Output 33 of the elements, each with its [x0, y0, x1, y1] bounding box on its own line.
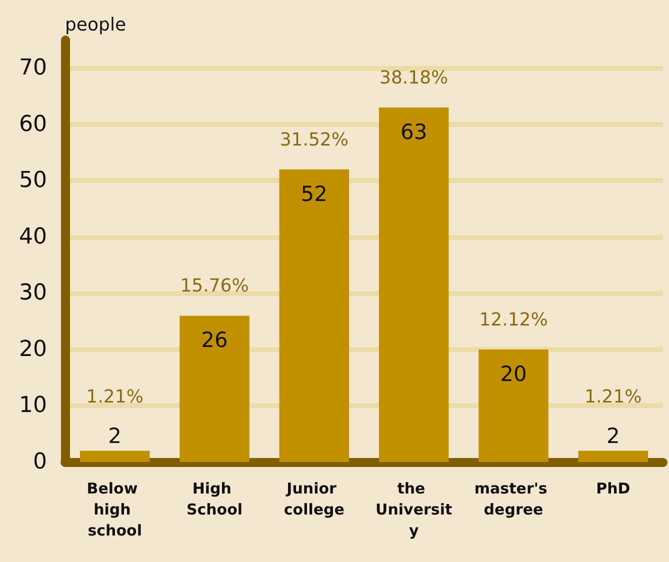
annotation: 38.18% [380, 68, 448, 89]
x-tick-label: PhD [596, 480, 630, 498]
bar [478, 349, 548, 462]
y-tick-label: 70 [19, 56, 47, 81]
data-label: 2 [606, 424, 620, 448]
x-tick-label: Below high school [86, 480, 143, 540]
x-tick-label: High School [186, 480, 243, 518]
data-label: 52 [300, 182, 328, 206]
annotation: 31.52% [280, 129, 348, 150]
y-tick-label: 20 [19, 336, 47, 362]
data-label: 63 [400, 120, 428, 144]
bar [80, 450, 150, 462]
data-label: 26 [201, 328, 228, 352]
y-tick-label: 60 [19, 112, 47, 137]
annotation: 1.21% [584, 386, 642, 408]
x-tick-label: the University [376, 480, 452, 540]
y-tick-label: 40 [19, 224, 47, 250]
bar [279, 169, 350, 462]
y-tick-label: 50 [19, 168, 47, 194]
annotation: 15.76% [180, 276, 249, 297]
y-tick-label: 10 [19, 393, 47, 418]
x-tick-label: Junior college [284, 480, 344, 518]
bar [578, 450, 648, 462]
bar [378, 108, 449, 462]
y-tick-label: 0 [33, 450, 47, 474]
y-tick-label: 30 [19, 280, 47, 306]
bar [180, 316, 250, 462]
x-tick-label: master's degree [474, 480, 553, 518]
annotation: 12.12% [479, 309, 548, 330]
y-axis-title: people [65, 14, 126, 36]
data-label: 20 [500, 362, 527, 386]
annotation: 1.21% [86, 386, 144, 408]
data-label: 2 [108, 424, 122, 448]
